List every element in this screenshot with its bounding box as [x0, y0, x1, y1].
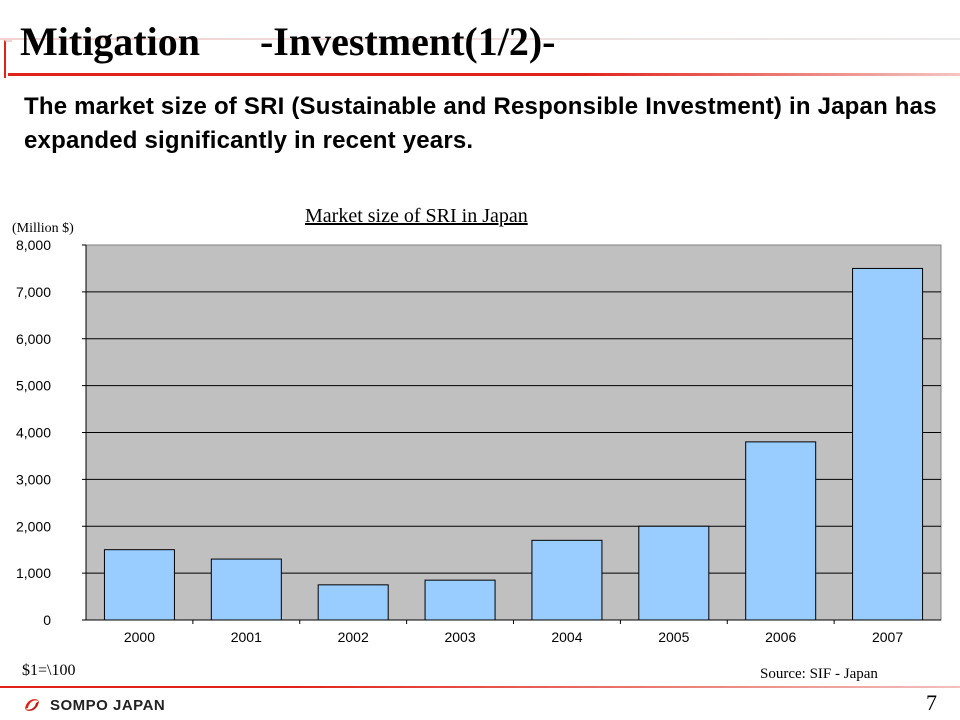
- bar-2002: [317, 584, 389, 621]
- slide-title: Mitigation -Investment(1/2)-: [20, 19, 556, 64]
- sompo-logo-icon: [25, 699, 39, 711]
- y-axis-unit-label: (Million $): [12, 221, 74, 236]
- slide-subtitle: The market size of SRI (Sustainable and …: [24, 93, 937, 154]
- y-tick-label: 6,000: [16, 331, 51, 347]
- y-tick-label: 8,000: [16, 237, 51, 253]
- x-tick-label-2007: 2007: [872, 629, 903, 645]
- bar-2007: [852, 267, 924, 621]
- title-top-rule: [0, 38, 960, 40]
- bar-2003: [424, 579, 496, 621]
- x-tick-label-2003: 2003: [444, 629, 475, 645]
- bar-2001: [210, 558, 282, 621]
- bar-2000: [103, 549, 175, 621]
- x-tick-label-2004: 2004: [551, 629, 582, 645]
- source-note: Source: SIF - Japan: [760, 666, 878, 682]
- x-tick-label-2001: 2001: [231, 629, 262, 645]
- chart-title: Market size of SRI in Japan: [305, 205, 528, 227]
- bar-2004: [531, 539, 603, 621]
- y-tick-label: 1,000: [16, 565, 51, 581]
- x-tick-label-2000: 2000: [124, 629, 155, 645]
- y-tick-label: 0: [43, 612, 51, 628]
- y-tick-label: 4,000: [16, 425, 51, 441]
- y-tick-label: 5,000: [16, 378, 51, 394]
- x-tick-label-2005: 2005: [658, 629, 689, 645]
- x-tick-label-2006: 2006: [765, 629, 796, 645]
- footer-rule: [0, 686, 960, 688]
- bar-2005: [638, 525, 710, 621]
- page-number: 7: [926, 690, 937, 715]
- title-bracket: [4, 40, 12, 78]
- title-underline: [8, 73, 960, 76]
- exchange-rate-note: $1=\100: [22, 662, 76, 679]
- x-tick-label-2002: 2002: [338, 629, 369, 645]
- y-tick-label: 3,000: [16, 471, 51, 487]
- company-logo: SOMPO JAPAN: [22, 693, 165, 717]
- logo-wordmark: SOMPO JAPAN: [50, 696, 166, 714]
- title-banner: Mitigation -Investment(1/2)-: [0, 0, 960, 80]
- bar-2006: [745, 441, 817, 621]
- bar-chart: 0 1,000 2,000 3,000 4,000 5,000 6,000 7,000 8,00…: [16, 237, 942, 645]
- y-tick-label: 7,000: [16, 284, 51, 300]
- y-tick-label: 2,000: [16, 518, 51, 534]
